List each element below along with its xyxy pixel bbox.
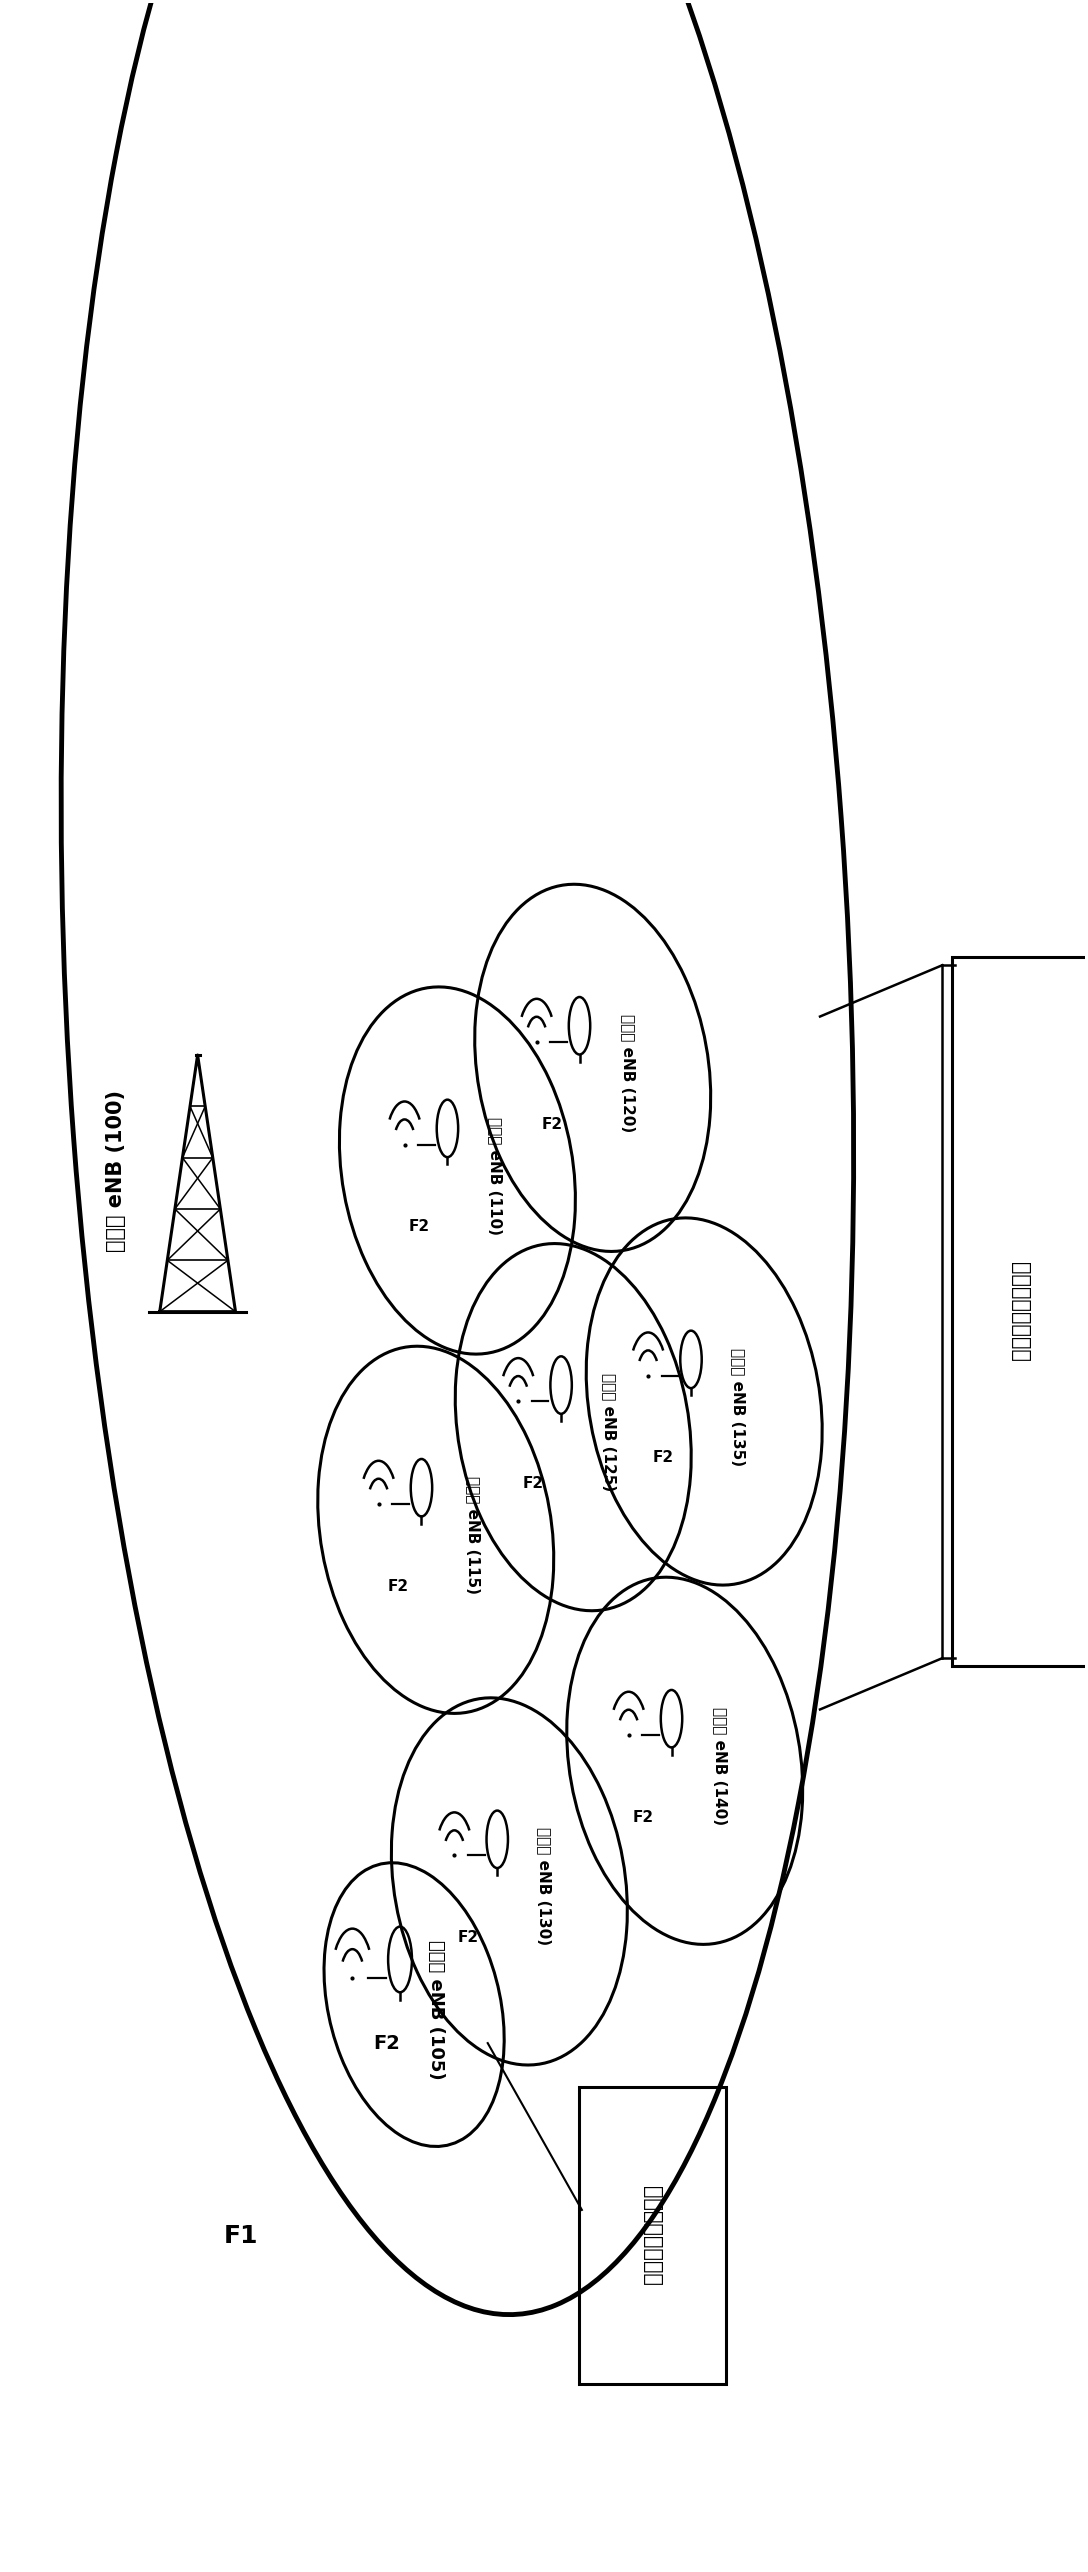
Text: 小小区 eNB (140): 小小区 eNB (140) — [713, 1708, 728, 1826]
Text: 小小区 eNB (130): 小小区 eNB (130) — [536, 1829, 552, 1944]
Text: 小小区的密集部分: 小小区的密集部分 — [1011, 1263, 1030, 1361]
Text: F2: F2 — [653, 1451, 673, 1466]
Text: F2: F2 — [633, 1811, 654, 1824]
Text: F2: F2 — [522, 1476, 544, 1492]
Text: F2: F2 — [373, 2034, 400, 2052]
Text: 小小区 eNB (105): 小小区 eNB (105) — [426, 1939, 445, 2081]
Text: 小小区的稀疏部分: 小小区的稀疏部分 — [642, 2186, 663, 2287]
Text: F2: F2 — [458, 1932, 479, 1944]
Text: 小小区 eNB (125): 小小区 eNB (125) — [602, 1373, 617, 1492]
Text: 小小区 eNB (115): 小小区 eNB (115) — [466, 1476, 481, 1595]
Text: 小小区 eNB (120): 小小区 eNB (120) — [621, 1013, 635, 1132]
Text: F2: F2 — [542, 1116, 564, 1132]
Text: 小小区 eNB (110): 小小区 eNB (110) — [487, 1116, 503, 1235]
Text: 小小区 eNB (135): 小小区 eNB (135) — [731, 1348, 746, 1466]
Text: F2: F2 — [409, 1219, 430, 1235]
Text: F1: F1 — [224, 2225, 258, 2248]
Text: 宏小区 eNB (100): 宏小区 eNB (100) — [107, 1091, 126, 1253]
Text: F2: F2 — [387, 1579, 408, 1595]
